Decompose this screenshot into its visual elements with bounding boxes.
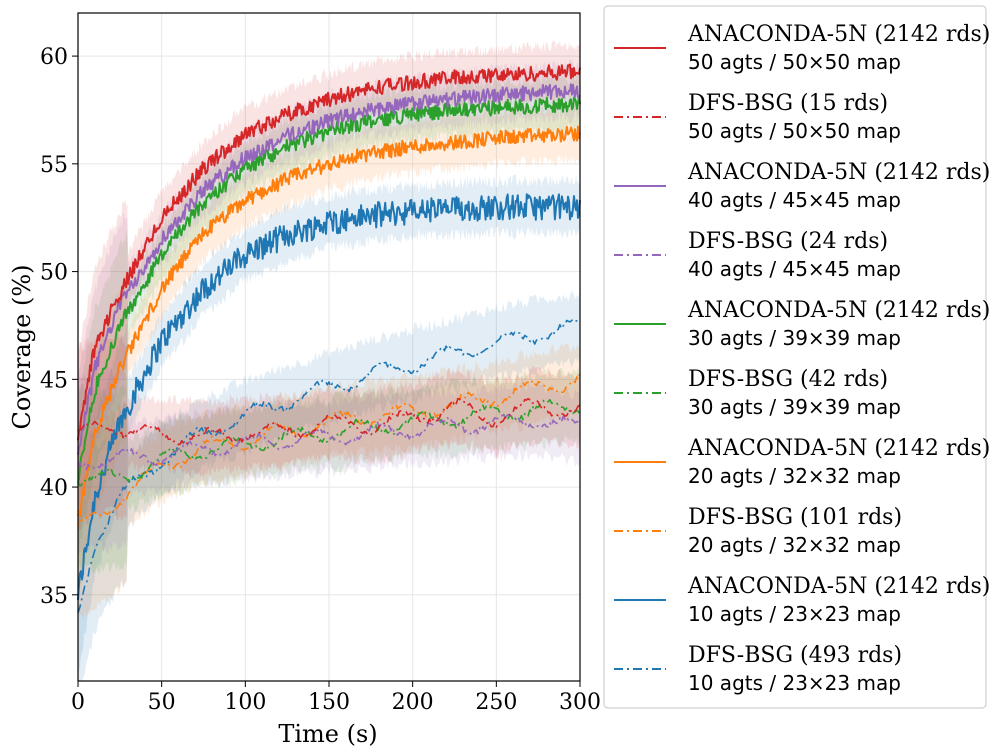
x-tick-label: 150 bbox=[308, 690, 350, 715]
legend-entry-name: ANACONDA-5N (2142 rds) bbox=[687, 160, 990, 185]
x-tick-label: 50 bbox=[148, 690, 176, 715]
legend-entry-name: ANACONDA-5N (2142 rds) bbox=[687, 22, 990, 47]
series-band bbox=[78, 331, 580, 531]
legend-entry-name: DFS-BSG (493 rds) bbox=[688, 643, 902, 668]
series-line bbox=[77, 83, 581, 455]
series-band bbox=[78, 343, 580, 620]
series-band bbox=[78, 289, 580, 681]
y-tick-label: 55 bbox=[40, 153, 68, 178]
y-tick-label: 60 bbox=[40, 45, 68, 70]
grid bbox=[77, 13, 581, 681]
series-band bbox=[78, 364, 580, 555]
series-line bbox=[77, 125, 581, 517]
legend-entry-subtitle: 50 agts / 50×50 map bbox=[688, 50, 901, 74]
series-line bbox=[77, 412, 581, 471]
x-tick-label: 100 bbox=[224, 690, 266, 715]
legend-entry-name: DFS-BSG (101 rds) bbox=[688, 505, 902, 530]
legend-entry-subtitle: 10 agts / 23×23 map bbox=[688, 602, 901, 626]
legend-entry-name: ANACONDA-5N (2142 rds) bbox=[687, 298, 990, 323]
y-tick-label: 35 bbox=[40, 584, 68, 609]
series-band bbox=[78, 101, 580, 603]
series-line bbox=[77, 318, 581, 614]
series-band bbox=[78, 174, 580, 677]
y-tick-label: 45 bbox=[40, 368, 68, 393]
legend-entry-subtitle: 20 agts / 32×32 map bbox=[688, 464, 901, 488]
series-band bbox=[78, 366, 580, 575]
y-tick-label: 50 bbox=[40, 261, 68, 286]
legend-entry-name: ANACONDA-5N (2142 rds) bbox=[687, 574, 990, 599]
series-line bbox=[77, 398, 581, 487]
series-lines bbox=[77, 63, 581, 614]
legend-entry-name: DFS-BSG (15 rds) bbox=[688, 91, 888, 116]
series-band bbox=[78, 40, 580, 508]
x-tick-label: 300 bbox=[559, 690, 601, 715]
x-tick-label: 200 bbox=[392, 690, 434, 715]
legend: ANACONDA-5N (2142 rds) 50 agts / 50×50 ma… bbox=[603, 5, 990, 709]
x-tick-label: 250 bbox=[475, 690, 517, 715]
legend-entry-name: DFS-BSG (42 rds) bbox=[688, 367, 888, 392]
legend-entry-subtitle: 10 agts / 23×23 map bbox=[688, 671, 901, 695]
legend-entry-subtitle: 50 agts / 50×50 map bbox=[688, 119, 901, 143]
legend-entry-subtitle: 40 agts / 45×45 map bbox=[688, 188, 901, 212]
legend-entry-name: DFS-BSG (24 rds) bbox=[688, 229, 888, 254]
legend-entry-subtitle: 20 agts / 32×32 map bbox=[688, 533, 901, 557]
legend-entry-subtitle: 30 agts / 39×39 map bbox=[688, 326, 901, 350]
series-line bbox=[77, 63, 581, 441]
legend-entry-subtitle: 30 agts / 39×39 map bbox=[688, 395, 901, 419]
y-tick-label: 40 bbox=[40, 476, 68, 501]
legend-frame bbox=[603, 5, 987, 709]
x-axis-label: Time (s) bbox=[278, 720, 377, 748]
series-band bbox=[78, 59, 580, 534]
legend-entry-name: ANACONDA-5N (2142 rds) bbox=[687, 436, 990, 461]
y-axis-label: Coverage (%) bbox=[8, 264, 36, 429]
axis-ticks: 0 50 100 150 200 250 300 35 40 45 50 55 60 bbox=[40, 45, 601, 715]
series-line bbox=[77, 193, 581, 600]
x-tick-label: 0 bbox=[71, 690, 85, 715]
series-line bbox=[77, 397, 581, 446]
legend-entry-subtitle: 40 agts / 45×45 map bbox=[688, 257, 901, 281]
